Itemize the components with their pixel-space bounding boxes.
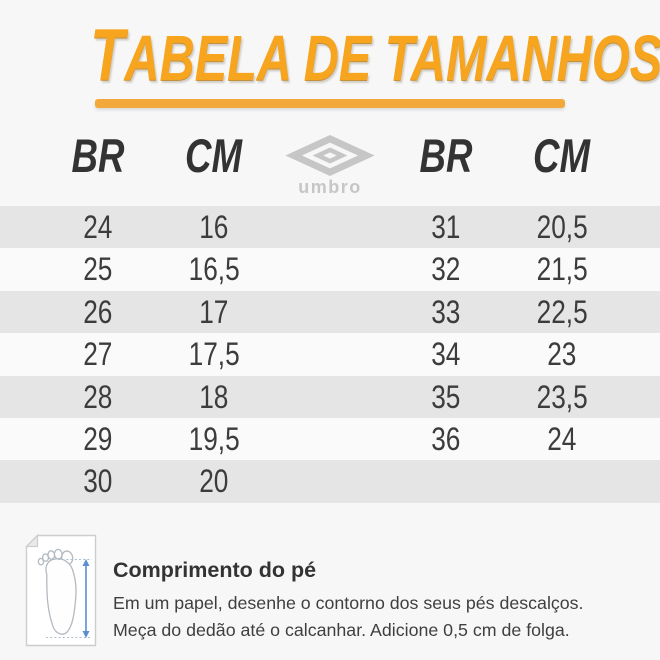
- cell-cm-left: 16,5: [188, 251, 240, 288]
- footer-line-1: Em um papel, desenhe o contorno dos seus…: [113, 593, 584, 613]
- table-row: 30 20: [0, 460, 660, 503]
- cell-cm-left: 20: [199, 463, 229, 500]
- cell-spacer: [272, 376, 388, 418]
- cell-cm-right: 21,5: [536, 251, 588, 288]
- table-row: 28 18 35 23,5: [0, 375, 660, 418]
- cell-cm-left: 19,5: [188, 420, 240, 457]
- cell-cm-right: 23: [547, 336, 577, 373]
- cell-cm-right: 24: [547, 420, 577, 457]
- cell-br-right: 36: [431, 420, 461, 457]
- column-header-cm-right: CM: [533, 129, 591, 182]
- cell-spacer: [272, 291, 388, 333]
- cell-spacer: [272, 248, 388, 290]
- cell-br-left: 24: [83, 209, 113, 245]
- cell-cm-right: 20,5: [536, 209, 588, 245]
- title-wrap: TABELA DE TAMANHOS: [0, 18, 660, 92]
- cell-br-right: 35: [431, 378, 461, 415]
- table-row: 26 17 33 22,5: [0, 290, 660, 334]
- column-header-cm-left: CM: [185, 129, 243, 182]
- cell-br-right: 32: [431, 251, 461, 288]
- cell-cm-left: 17: [199, 293, 229, 330]
- column-header-br-right: BR: [419, 129, 473, 182]
- footer-heading: Comprimento do pé: [113, 558, 317, 582]
- table-row: 29 19,5 36 24: [0, 417, 660, 461]
- cell-spacer: [272, 418, 388, 460]
- cell-cm-left: 18: [199, 378, 229, 415]
- table-header-row: BR CM umbro BR CM: [0, 124, 660, 202]
- size-table: 24 16 31 20,5 25 16,5 32 21,5 26 17 33 2…: [0, 206, 660, 503]
- table-row: 25 16,5 32 21,5: [0, 248, 660, 291]
- umbro-logo: umbro: [272, 130, 388, 196]
- footer-line-2: Meça do dedão até o calcanhar. Adicione …: [113, 619, 570, 640]
- cell-br-left: 29: [83, 420, 113, 457]
- cell-spacer: [272, 206, 388, 248]
- umbro-wordmark: umbro: [298, 177, 362, 197]
- table-row: 27 17,5 34 23: [0, 333, 660, 376]
- cell-br-right: 34: [431, 336, 461, 373]
- table-row: 24 16 31 20,5: [0, 206, 660, 249]
- cell-cm-right: 22,5: [536, 293, 588, 330]
- cell-cm-right: 23,5: [536, 378, 588, 415]
- cell-cm-left: 17,5: [188, 336, 240, 373]
- cell-br-left: 26: [83, 293, 113, 330]
- paper-fold-corner: [25, 534, 39, 548]
- footer-description: Em um papel, desenhe o contorno dos seus…: [113, 590, 613, 643]
- cell-br-right: [388, 460, 504, 502]
- footer-instructions: Comprimento do pé Em um papel, desenhe o…: [113, 556, 613, 643]
- title-underline-bar: [95, 99, 565, 108]
- cell-br-left: 27: [83, 336, 113, 373]
- cell-cm-left: 16: [199, 209, 229, 245]
- cell-br-left: 25: [83, 251, 113, 288]
- page-title: TABELA DE TAMANHOS: [90, 13, 660, 96]
- cell-br-right: 31: [431, 209, 461, 245]
- measure-arrow: [82, 559, 90, 638]
- cell-br-left: 30: [83, 463, 113, 500]
- umbro-double-diamond-icon: [285, 135, 375, 176]
- cell-br-left: 28: [83, 378, 113, 415]
- foot-outline: [37, 548, 77, 635]
- cell-spacer: [272, 333, 388, 375]
- cell-cm-right: [504, 460, 620, 502]
- foot-measure-icon: [25, 534, 97, 647]
- column-header-br-left: BR: [71, 129, 125, 182]
- cell-spacer: [272, 460, 388, 502]
- cell-br-right: 33: [431, 293, 461, 330]
